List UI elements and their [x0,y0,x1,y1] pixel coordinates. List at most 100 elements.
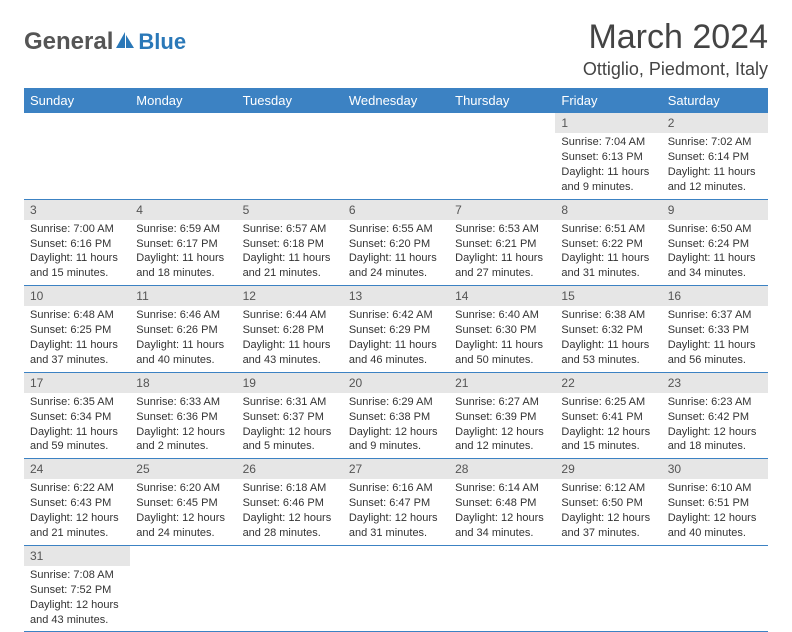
day-body: Sunrise: 6:55 AMSunset: 6:20 PMDaylight:… [343,220,449,285]
daylight-text: Daylight: 12 hours and 24 minutes. [136,511,230,541]
weekday-header: Thursday [449,88,555,113]
calendar-cell: 3Sunrise: 7:00 AMSunset: 6:16 PMDaylight… [24,199,130,286]
sunset-text: Sunset: 6:39 PM [455,410,549,425]
sunset-text: Sunset: 6:28 PM [243,323,337,338]
daylight-text: Daylight: 11 hours and 31 minutes. [561,251,655,281]
sunset-text: Sunset: 6:18 PM [243,237,337,252]
sunset-text: Sunset: 6:25 PM [30,323,124,338]
sunrise-text: Sunrise: 6:14 AM [455,481,549,496]
sunset-text: Sunset: 6:33 PM [668,323,762,338]
calendar-cell [130,113,236,199]
day-body: Sunrise: 6:35 AMSunset: 6:34 PMDaylight:… [24,393,130,458]
day-number: 1 [555,113,661,133]
calendar-row: 24Sunrise: 6:22 AMSunset: 6:43 PMDayligh… [24,459,768,546]
day-body: Sunrise: 6:57 AMSunset: 6:18 PMDaylight:… [237,220,343,285]
daylight-text: Daylight: 11 hours and 15 minutes. [30,251,124,281]
day-body: Sunrise: 6:42 AMSunset: 6:29 PMDaylight:… [343,306,449,371]
sunset-text: Sunset: 6:30 PM [455,323,549,338]
sunrise-text: Sunrise: 6:29 AM [349,395,443,410]
sunset-text: Sunset: 6:45 PM [136,496,230,511]
sunrise-text: Sunrise: 6:40 AM [455,308,549,323]
calendar-row: 1Sunrise: 7:04 AMSunset: 6:13 PMDaylight… [24,113,768,199]
sunset-text: Sunset: 6:17 PM [136,237,230,252]
day-body: Sunrise: 6:10 AMSunset: 6:51 PMDaylight:… [662,479,768,544]
calendar-cell [449,113,555,199]
sunset-text: Sunset: 6:24 PM [668,237,762,252]
header: General Blue March 2024 Ottiglio, Piedmo… [24,18,768,80]
day-number: 16 [662,286,768,306]
daylight-text: Daylight: 12 hours and 5 minutes. [243,425,337,455]
calendar-cell: 17Sunrise: 6:35 AMSunset: 6:34 PMDayligh… [24,372,130,459]
sunrise-text: Sunrise: 6:10 AM [668,481,762,496]
sunset-text: Sunset: 6:37 PM [243,410,337,425]
day-body: Sunrise: 7:08 AMSunset: 7:52 PMDaylight:… [24,566,130,631]
sunset-text: Sunset: 6:47 PM [349,496,443,511]
daylight-text: Daylight: 12 hours and 28 minutes. [243,511,337,541]
calendar-cell [130,545,236,632]
day-body: Sunrise: 6:51 AMSunset: 6:22 PMDaylight:… [555,220,661,285]
sunrise-text: Sunrise: 6:53 AM [455,222,549,237]
daylight-text: Daylight: 12 hours and 40 minutes. [668,511,762,541]
calendar-table: Sunday Monday Tuesday Wednesday Thursday… [24,88,768,632]
day-body: Sunrise: 6:16 AMSunset: 6:47 PMDaylight:… [343,479,449,544]
sunrise-text: Sunrise: 6:46 AM [136,308,230,323]
daylight-text: Daylight: 12 hours and 9 minutes. [349,425,443,455]
sunset-text: Sunset: 7:52 PM [30,583,124,598]
calendar-cell: 4Sunrise: 6:59 AMSunset: 6:17 PMDaylight… [130,199,236,286]
sunset-text: Sunset: 6:46 PM [243,496,337,511]
day-number: 28 [449,459,555,479]
calendar-cell: 22Sunrise: 6:25 AMSunset: 6:41 PMDayligh… [555,372,661,459]
day-number: 12 [237,286,343,306]
weekday-header: Tuesday [237,88,343,113]
sunrise-text: Sunrise: 6:44 AM [243,308,337,323]
day-body: Sunrise: 6:46 AMSunset: 6:26 PMDaylight:… [130,306,236,371]
day-body: Sunrise: 6:38 AMSunset: 6:32 PMDaylight:… [555,306,661,371]
daylight-text: Daylight: 12 hours and 2 minutes. [136,425,230,455]
sunset-text: Sunset: 6:32 PM [561,323,655,338]
calendar-cell: 9Sunrise: 6:50 AMSunset: 6:24 PMDaylight… [662,199,768,286]
day-number: 24 [24,459,130,479]
calendar-row: 3Sunrise: 7:00 AMSunset: 6:16 PMDaylight… [24,199,768,286]
daylight-text: Daylight: 11 hours and 46 minutes. [349,338,443,368]
day-number: 23 [662,373,768,393]
sunset-text: Sunset: 6:14 PM [668,150,762,165]
calendar-cell: 21Sunrise: 6:27 AMSunset: 6:39 PMDayligh… [449,372,555,459]
day-number: 10 [24,286,130,306]
daylight-text: Daylight: 12 hours and 21 minutes. [30,511,124,541]
sunrise-text: Sunrise: 6:33 AM [136,395,230,410]
calendar-cell: 12Sunrise: 6:44 AMSunset: 6:28 PMDayligh… [237,286,343,373]
sunset-text: Sunset: 6:34 PM [30,410,124,425]
calendar-cell: 28Sunrise: 6:14 AMSunset: 6:48 PMDayligh… [449,459,555,546]
calendar-cell [449,545,555,632]
sunrise-text: Sunrise: 6:25 AM [561,395,655,410]
day-number: 9 [662,200,768,220]
day-number: 22 [555,373,661,393]
calendar-cell [24,113,130,199]
sunset-text: Sunset: 6:29 PM [349,323,443,338]
calendar-cell: 23Sunrise: 6:23 AMSunset: 6:42 PMDayligh… [662,372,768,459]
title-block: March 2024 Ottiglio, Piedmont, Italy [583,18,768,80]
calendar-cell: 13Sunrise: 6:42 AMSunset: 6:29 PMDayligh… [343,286,449,373]
sunrise-text: Sunrise: 7:08 AM [30,568,124,583]
day-number: 5 [237,200,343,220]
sunrise-text: Sunrise: 6:31 AM [243,395,337,410]
daylight-text: Daylight: 11 hours and 50 minutes. [455,338,549,368]
daylight-text: Daylight: 12 hours and 31 minutes. [349,511,443,541]
calendar-row: 31Sunrise: 7:08 AMSunset: 7:52 PMDayligh… [24,545,768,632]
calendar-cell: 11Sunrise: 6:46 AMSunset: 6:26 PMDayligh… [130,286,236,373]
day-body: Sunrise: 6:33 AMSunset: 6:36 PMDaylight:… [130,393,236,458]
sunset-text: Sunset: 6:50 PM [561,496,655,511]
sunrise-text: Sunrise: 6:50 AM [668,222,762,237]
daylight-text: Daylight: 12 hours and 18 minutes. [668,425,762,455]
day-number: 17 [24,373,130,393]
calendar-cell [343,545,449,632]
day-body: Sunrise: 6:18 AMSunset: 6:46 PMDaylight:… [237,479,343,544]
sunrise-text: Sunrise: 6:55 AM [349,222,443,237]
day-number: 15 [555,286,661,306]
daylight-text: Daylight: 12 hours and 15 minutes. [561,425,655,455]
day-body: Sunrise: 7:04 AMSunset: 6:13 PMDaylight:… [555,133,661,198]
daylight-text: Daylight: 12 hours and 37 minutes. [561,511,655,541]
sunset-text: Sunset: 6:36 PM [136,410,230,425]
logo-text-blue: Blue [138,29,186,55]
day-body: Sunrise: 7:02 AMSunset: 6:14 PMDaylight:… [662,133,768,198]
